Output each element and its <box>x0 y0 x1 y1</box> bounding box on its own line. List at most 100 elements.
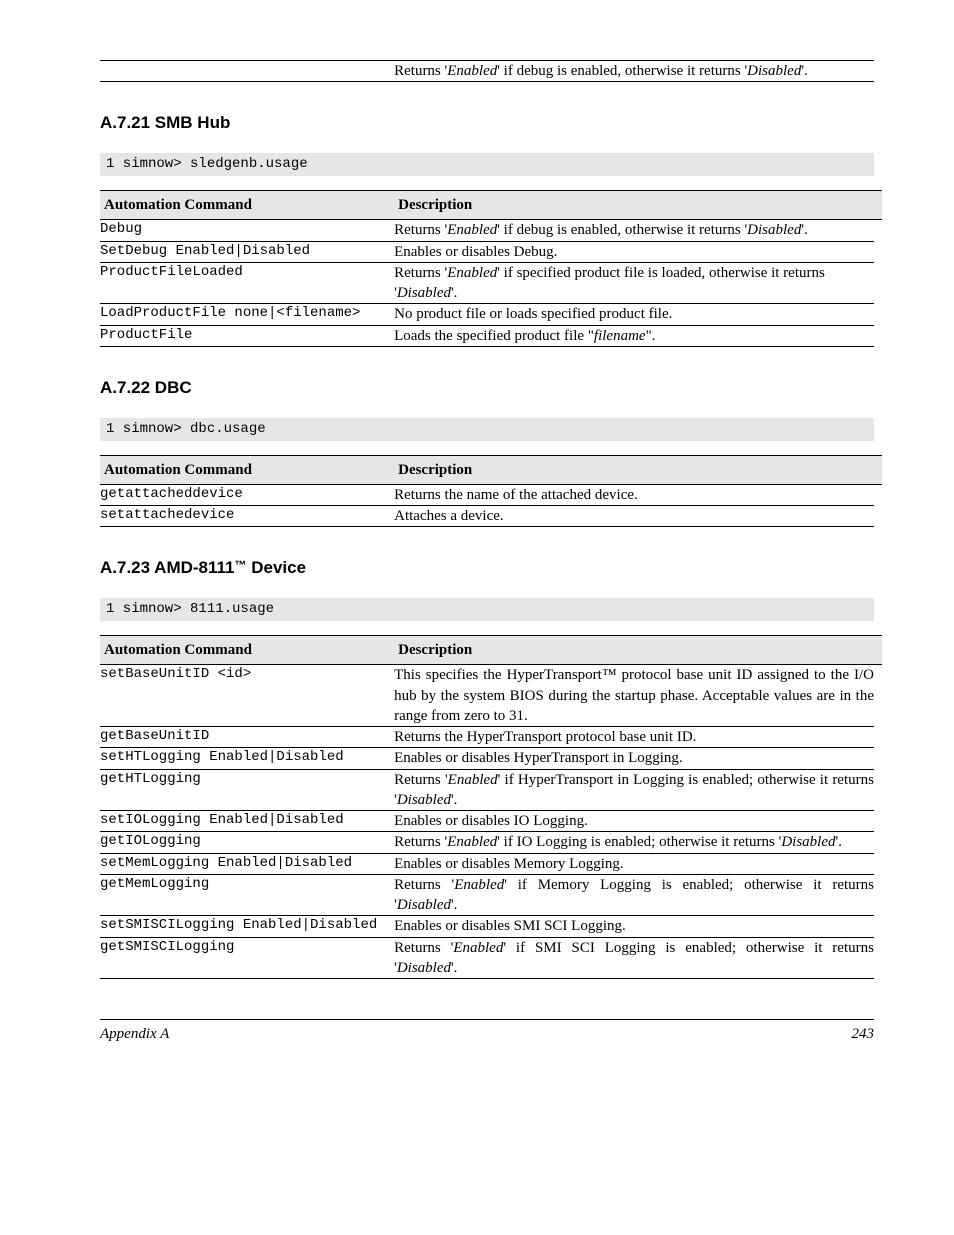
table-row: ProductFileLoaded Returns 'Enabled' if s… <box>100 263 874 305</box>
dbc-header: Automation Command Description <box>100 455 882 485</box>
table-row: Debug Returns 'Enabled' if debug is enab… <box>100 220 874 241</box>
t0-r0-left <box>100 61 394 81</box>
txt-it: Enabled <box>447 222 497 238</box>
txt-it: Disabled <box>747 63 801 79</box>
cmd-cell: setBaseUnitID <id> <box>100 665 394 726</box>
table-row: LoadProductFile none|<filename> No produ… <box>100 304 874 325</box>
txt: '. <box>836 834 842 850</box>
cmd-cell: getIOLogging <box>100 832 394 852</box>
txt: Loads the specified product file " <box>394 328 594 344</box>
hdr-right: Description <box>398 458 878 482</box>
hdr-right: Description <box>398 193 878 217</box>
txt-it: Enabled <box>447 834 497 850</box>
txt-it: Enabled <box>447 265 497 281</box>
title-suffix: Device <box>247 558 307 577</box>
txt-it: Enabled <box>453 940 503 956</box>
desc-cell: Returns 'Enabled' if SMI SCI Logging is … <box>394 938 874 979</box>
desc-cell: Returns the HyperTransport protocol base… <box>394 727 874 747</box>
table-row: setBaseUnitID <id> This specifies the Hy… <box>100 665 874 727</box>
desc-cell: Returns 'Enabled' if Memory Logging is e… <box>394 875 874 916</box>
cmd-cell: LoadProductFile none|<filename> <box>100 304 394 324</box>
desc-cell: Enables or disables Memory Logging. <box>394 854 874 874</box>
txt-it: Enabled <box>447 63 497 79</box>
txt-it: Disabled <box>781 834 835 850</box>
table-row: setIOLogging Enabled|Disabled Enables or… <box>100 811 874 832</box>
cmd-cell: ProductFile <box>100 326 394 346</box>
table-row: ProductFile Loads the specified product … <box>100 326 874 347</box>
txt: ' if debug is enabled, otherwise it retu… <box>497 63 747 79</box>
cmd-cell: ProductFileLoaded <box>100 263 394 304</box>
cmd-8111: 1 simnow> 8111.usage <box>100 598 874 621</box>
desc-cell: Returns the name of the attached device. <box>394 485 874 505</box>
txt-it: Disabled <box>397 960 451 976</box>
cmd-cell: setattachedevice <box>100 506 394 526</box>
cmd-cell: getHTLogging <box>100 770 394 811</box>
txt: '. <box>801 222 807 238</box>
cmd-cell: setMemLogging Enabled|Disabled <box>100 854 394 874</box>
table-row: setattachedevice Attaches a device. <box>100 506 874 527</box>
cmd-cell: setSMISCILogging Enabled|Disabled <box>100 916 394 936</box>
cmd-cell: setIOLogging Enabled|Disabled <box>100 811 394 831</box>
desc-cell: Enables or disables Debug. <box>394 242 874 262</box>
txt: ' if debug is enabled, otherwise it retu… <box>497 222 747 238</box>
hdr-left: Automation Command <box>104 193 398 217</box>
txt-it: Enabled <box>454 877 504 893</box>
hdr-right: Description <box>398 638 878 662</box>
txt: Returns ' <box>394 265 447 281</box>
cmd-cell: getBaseUnitID <box>100 727 394 747</box>
txt: '. <box>801 63 807 79</box>
desc-cell: Loads the specified product file "filena… <box>394 326 874 346</box>
table-row: getBaseUnitID Returns the HyperTransport… <box>100 727 874 748</box>
smbhub-header: Automation Command Description <box>100 190 882 220</box>
table-row: getSMISCILogging Returns 'Enabled' if SM… <box>100 938 874 980</box>
txt: Returns ' <box>394 772 448 788</box>
trademark-symbol: ™ <box>235 558 247 572</box>
txt: Returns ' <box>394 834 447 850</box>
cmd-cell: Debug <box>100 220 394 240</box>
prev-table-tail: Returns 'Enabled' if debug is enabled, o… <box>100 60 874 82</box>
table-row: setSMISCILogging Enabled|Disabled Enable… <box>100 916 874 937</box>
txt-it: filename <box>594 328 646 344</box>
table-row: getMemLogging Returns 'Enabled' if Memor… <box>100 875 874 917</box>
txt: '. <box>451 897 457 913</box>
txt: Returns ' <box>394 222 447 238</box>
txt-it: Disabled <box>747 222 801 238</box>
footer-left: Appendix A <box>100 1024 394 1044</box>
desc-cell: This specifies the HyperTransport™ proto… <box>394 665 874 726</box>
txt: Returns ' <box>394 63 447 79</box>
txt: Returns ' <box>394 877 454 893</box>
table-row: getattacheddevice Returns the name of th… <box>100 485 874 506</box>
desc-cell: Enables or disables IO Logging. <box>394 811 874 831</box>
table-row: setMemLogging Enabled|Disabled Enables o… <box>100 854 874 875</box>
cmd-cell: SetDebug Enabled|Disabled <box>100 242 394 262</box>
section-title-smbhub: A.7.21 SMB Hub <box>100 112 874 135</box>
desc-cell: Attaches a device. <box>394 506 874 526</box>
8111-header: Automation Command Description <box>100 635 882 665</box>
txt-it: Disabled <box>397 897 451 913</box>
table-row: getIOLogging Returns 'Enabled' if IO Log… <box>100 832 874 853</box>
txt: Returns ' <box>394 940 453 956</box>
table-row: getHTLogging Returns 'Enabled' if HyperT… <box>100 770 874 812</box>
desc-cell: Returns 'Enabled' if debug is enabled, o… <box>394 220 874 240</box>
desc-cell: Returns 'Enabled' if IO Logging is enabl… <box>394 832 874 852</box>
section-title-8111: A.7.23 AMD-8111™ Device <box>100 557 874 580</box>
txt-it: Disabled <box>397 285 451 301</box>
desc-cell: Enables or disables SMI SCI Logging. <box>394 916 874 936</box>
cmd-cell: setHTLogging Enabled|Disabled <box>100 748 394 768</box>
table-row: setHTLogging Enabled|Disabled Enables or… <box>100 748 874 769</box>
section-title-dbc: A.7.22 DBC <box>100 377 874 400</box>
desc-cell: Returns 'Enabled' if HyperTransport in L… <box>394 770 874 811</box>
cmd-cell: getattacheddevice <box>100 485 394 505</box>
txt-it: Enabled <box>448 772 498 788</box>
txt: '. <box>451 792 457 808</box>
txt-it: Disabled <box>397 792 451 808</box>
cmd-dbc: 1 simnow> dbc.usage <box>100 418 874 441</box>
cmd-cell: getSMISCILogging <box>100 938 394 979</box>
page-footer: Appendix A 243 <box>100 1019 874 1044</box>
desc-cell: No product file or loads specified produ… <box>394 304 874 324</box>
txt: ". <box>646 328 656 344</box>
txt: ' if IO Logging is enabled; otherwise it… <box>497 834 781 850</box>
t0-r0-right: Returns 'Enabled' if debug is enabled, o… <box>394 61 874 81</box>
cmd-smbhub: 1 simnow> sledgenb.usage <box>100 153 874 176</box>
title-prefix: A.7.23 AMD-8111 <box>100 558 235 577</box>
